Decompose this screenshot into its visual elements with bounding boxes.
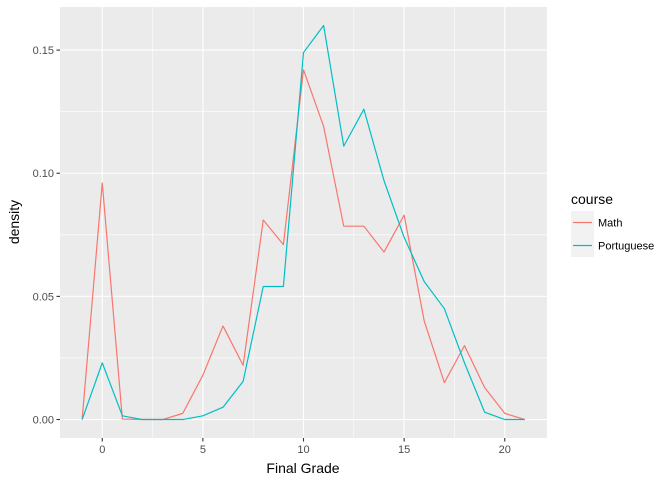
y-tick-label: 0.00 bbox=[33, 415, 54, 427]
major-gridlines bbox=[60, 7, 547, 438]
x-tick-label: 0 bbox=[99, 444, 105, 456]
x-axis-title: Final Grade bbox=[266, 460, 339, 476]
y-tick-label: 0.10 bbox=[33, 168, 54, 180]
legend: course Math Portuguese bbox=[571, 191, 654, 257]
x-tick-label: 15 bbox=[398, 444, 410, 456]
y-axis-title: density bbox=[6, 200, 22, 244]
legend-label-math: Math bbox=[598, 218, 622, 230]
y-tick-label: 0.15 bbox=[33, 45, 54, 57]
legend-title: course bbox=[571, 191, 613, 207]
legend-label-portuguese: Portuguese bbox=[598, 241, 654, 253]
series-lines bbox=[81, 24, 526, 421]
x-tick-label: 5 bbox=[200, 444, 206, 456]
x-tick-label: 10 bbox=[297, 444, 309, 456]
series-line-portuguese bbox=[81, 24, 525, 421]
y-tick-label: 0.05 bbox=[33, 291, 54, 303]
x-tick-label: 20 bbox=[499, 444, 511, 456]
y-axis: 0.00 0.05 0.10 0.15 bbox=[33, 45, 60, 427]
x-axis: 0 5 10 15 20 bbox=[99, 438, 511, 456]
